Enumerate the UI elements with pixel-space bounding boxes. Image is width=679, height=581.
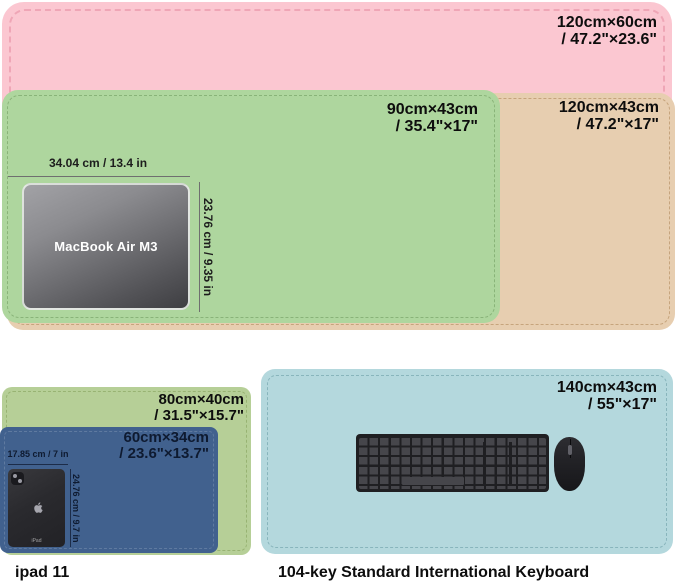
size-cm: 140cm×43cm	[556, 379, 657, 396]
macbook-label: MacBook Air M3	[54, 239, 158, 254]
ipad-caption: ipad 11	[15, 564, 70, 581]
camera-module-icon	[11, 472, 24, 485]
size-inches: / 47.2"×17"	[576, 116, 659, 133]
mat-size-label: 80cm×40cm / 31.5"×15.7"	[154, 392, 244, 424]
size-inches: / 23.6"×13.7"	[119, 445, 209, 462]
size-inches: / 35.4"×17"	[395, 118, 478, 135]
keyboard-keys	[359, 438, 546, 489]
size-cm: 90cm×43cm	[386, 101, 478, 118]
size-inches: / 55"×17"	[588, 396, 657, 413]
mat-60x34-darkblue: 60cm×34cm / 23.6"×13.7" 17.85 cm / 7 in …	[0, 427, 218, 553]
mat-140x43-lightblue: 140cm×43cm / 55"×17"	[261, 369, 673, 554]
height-dimension-line	[199, 182, 200, 312]
mat-90x43-green: 90cm×43cm / 35.4"×17" 34.04 cm / 13.4 in…	[2, 90, 500, 323]
mat-size-label: 120cm×43cm / 47.2"×17"	[559, 99, 659, 133]
ipad-device-label: iPad	[31, 538, 42, 544]
ipad-height-dimension-label: 24.76 cm / 9.7 in	[71, 473, 81, 543]
apple-logo-icon	[33, 502, 43, 513]
height-dimension-line	[70, 469, 71, 547]
keyboard-section-gap	[509, 442, 512, 486]
size-inches: / 47.2"×23.6"	[561, 31, 657, 48]
keyboard-graphic	[356, 434, 549, 492]
macbook-graphic: MacBook Air M3	[22, 183, 190, 310]
spacebar-key	[402, 477, 464, 485]
macbook-width-dimension-label: 34.04 cm / 13.4 in	[48, 156, 148, 170]
keyboard-section-gap	[483, 442, 486, 486]
size-cm: 120cm×43cm	[558, 99, 659, 116]
size-cm: 60cm×34cm	[123, 429, 210, 446]
mat-size-label: 120cm×60cm / 47.2"×23.6"	[557, 14, 657, 48]
mat-size-label: 90cm×43cm / 35.4"×17"	[387, 101, 478, 135]
mouse-graphic	[554, 437, 585, 491]
macbook-height-dimension-label: 23.76 cm / 9.35 in	[201, 197, 215, 297]
ipad-width-dimension-label: 17.85 cm / 7 in	[7, 449, 69, 459]
width-dimension-line	[8, 176, 190, 177]
keyboard-caption: 104-key Standard International Keyboard	[278, 564, 590, 581]
size-cm: 120cm×60cm	[556, 14, 657, 31]
width-dimension-line	[8, 464, 68, 465]
mat-size-label: 60cm×34cm / 23.6"×13.7"	[119, 430, 209, 462]
size-inches: / 31.5"×15.7"	[154, 407, 244, 424]
ipad-graphic: iPad	[8, 469, 65, 547]
size-cm: 80cm×40cm	[158, 391, 245, 408]
mat-size-label: 140cm×43cm / 55"×17"	[557, 379, 657, 413]
